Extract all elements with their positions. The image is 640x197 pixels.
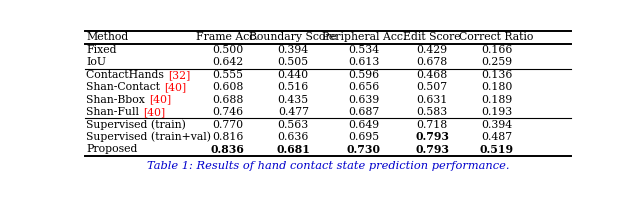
- Text: 0.678: 0.678: [417, 57, 448, 67]
- Text: Edit Score: Edit Score: [403, 33, 461, 42]
- Text: 0.534: 0.534: [348, 45, 380, 55]
- Text: 0.259: 0.259: [481, 57, 512, 67]
- Text: 0.608: 0.608: [212, 82, 243, 92]
- Text: 0.681: 0.681: [276, 144, 310, 155]
- Text: 0.477: 0.477: [278, 107, 308, 117]
- Text: 0.555: 0.555: [212, 70, 243, 80]
- Text: Supervised (train+val): Supervised (train+val): [86, 132, 211, 142]
- Text: 0.519: 0.519: [479, 144, 514, 155]
- Text: 0.636: 0.636: [278, 132, 309, 142]
- Text: 0.429: 0.429: [417, 45, 448, 55]
- Text: 0.639: 0.639: [348, 95, 380, 105]
- Text: Frame Acc.: Frame Acc.: [196, 33, 259, 42]
- Text: 0.793: 0.793: [415, 131, 449, 142]
- Text: 0.394: 0.394: [278, 45, 309, 55]
- Text: 0.394: 0.394: [481, 120, 512, 129]
- Text: 0.642: 0.642: [212, 57, 243, 67]
- Text: 0.836: 0.836: [211, 144, 244, 155]
- Text: Shan-Bbox: Shan-Bbox: [86, 95, 149, 105]
- Text: 0.505: 0.505: [278, 57, 309, 67]
- Text: 0.718: 0.718: [417, 120, 448, 129]
- Text: 0.563: 0.563: [278, 120, 309, 129]
- Text: 0.688: 0.688: [212, 95, 243, 105]
- Text: 0.583: 0.583: [417, 107, 448, 117]
- Text: 0.746: 0.746: [212, 107, 243, 117]
- Text: Method: Method: [86, 33, 129, 42]
- Text: 0.468: 0.468: [417, 70, 448, 80]
- Text: 0.770: 0.770: [212, 120, 243, 129]
- Text: 0.656: 0.656: [348, 82, 380, 92]
- Text: Proposed: Proposed: [86, 144, 138, 154]
- Text: Fixed: Fixed: [86, 45, 117, 55]
- Text: IoU: IoU: [86, 57, 106, 67]
- Text: 0.730: 0.730: [347, 144, 381, 155]
- Text: 0.136: 0.136: [481, 70, 513, 80]
- Text: 0.613: 0.613: [348, 57, 380, 67]
- Text: [40]: [40]: [164, 82, 186, 92]
- Text: 0.487: 0.487: [481, 132, 512, 142]
- Text: 0.816: 0.816: [212, 132, 243, 142]
- Text: Supervised (train): Supervised (train): [86, 119, 186, 130]
- Text: [32]: [32]: [168, 70, 190, 80]
- Text: ContactHands: ContactHands: [86, 70, 168, 80]
- Text: Peripheral Acc.: Peripheral Acc.: [322, 33, 406, 42]
- Text: 0.687: 0.687: [348, 107, 380, 117]
- Text: 0.695: 0.695: [348, 132, 380, 142]
- Text: 0.649: 0.649: [348, 120, 380, 129]
- Text: 0.193: 0.193: [481, 107, 512, 117]
- Text: Table 1: Results of hand contact state prediction performance.: Table 1: Results of hand contact state p…: [147, 161, 509, 171]
- Text: Shan-Full: Shan-Full: [86, 107, 143, 117]
- Text: 0.180: 0.180: [481, 82, 513, 92]
- Text: 0.596: 0.596: [348, 70, 380, 80]
- Text: 0.189: 0.189: [481, 95, 512, 105]
- Text: 0.500: 0.500: [212, 45, 243, 55]
- Text: Boundary Score: Boundary Score: [249, 33, 337, 42]
- Text: 0.631: 0.631: [417, 95, 448, 105]
- Text: 0.435: 0.435: [278, 95, 309, 105]
- Text: 0.166: 0.166: [481, 45, 513, 55]
- Text: 0.440: 0.440: [278, 70, 309, 80]
- Text: 0.793: 0.793: [415, 144, 449, 155]
- Text: [40]: [40]: [149, 95, 171, 105]
- Text: 0.516: 0.516: [278, 82, 309, 92]
- Text: Shan-Contact: Shan-Contact: [86, 82, 164, 92]
- Text: Correct Ratio: Correct Ratio: [460, 33, 534, 42]
- Text: [40]: [40]: [143, 107, 165, 117]
- Text: 0.507: 0.507: [417, 82, 448, 92]
